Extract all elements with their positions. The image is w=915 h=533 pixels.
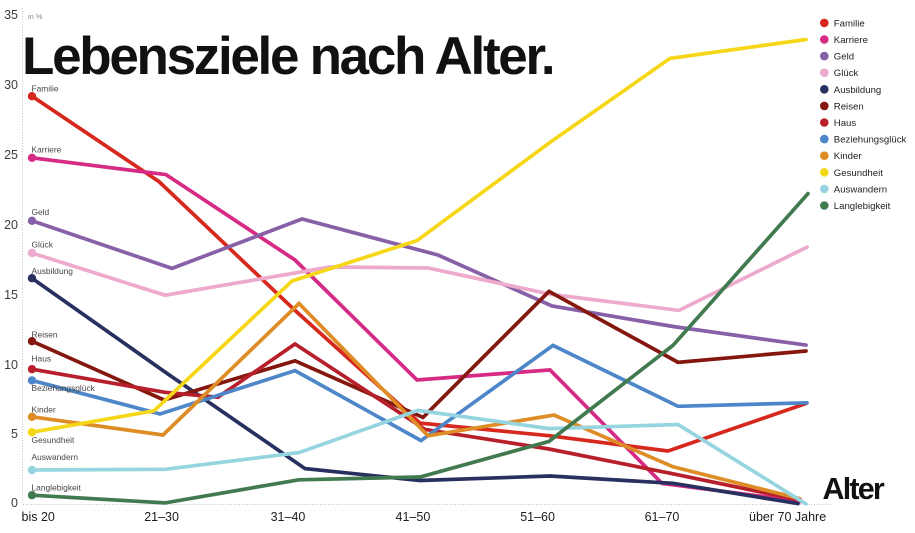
svg-text:Geld: Geld <box>32 207 50 217</box>
svg-text:30: 30 <box>4 78 18 92</box>
svg-text:31–40: 31–40 <box>271 510 306 524</box>
svg-text:Glück: Glück <box>32 240 54 250</box>
svg-text:41–50: 41–50 <box>396 510 431 524</box>
svg-text:10: 10 <box>4 358 18 372</box>
svg-text:Ausbildung: Ausbildung <box>32 266 74 276</box>
svg-text:0: 0 <box>11 496 18 510</box>
svg-text:Beziehungsglück: Beziehungsglück <box>32 383 96 393</box>
svg-text:Lebensziele nach Alter.: Lebensziele nach Alter. <box>22 27 553 86</box>
svg-text:51–60: 51–60 <box>520 510 555 524</box>
svg-text:Beziehungsglück: Beziehungsglück <box>834 135 907 146</box>
svg-text:61–70: 61–70 <box>645 510 680 524</box>
svg-text:Alter: Alter <box>823 472 885 506</box>
svg-text:Auswandern: Auswandern <box>834 184 887 195</box>
svg-text:Reisen: Reisen <box>834 101 864 112</box>
svg-text:21–30: 21–30 <box>144 510 179 524</box>
svg-text:Haus: Haus <box>32 354 52 364</box>
svg-text:bis 20: bis 20 <box>22 510 55 524</box>
svg-text:Ausbildung: Ausbildung <box>834 85 881 96</box>
svg-text:Geld: Geld <box>834 52 854 63</box>
svg-text:25: 25 <box>4 148 18 162</box>
svg-text:Familie: Familie <box>32 84 59 94</box>
svg-text:Auswandern: Auswandern <box>32 452 79 462</box>
svg-text:35: 35 <box>4 8 18 22</box>
svg-text:20: 20 <box>4 218 18 232</box>
svg-text:Reisen: Reisen <box>32 330 58 340</box>
svg-text:in %: in % <box>28 12 43 21</box>
svg-text:5: 5 <box>11 427 18 441</box>
svg-text:Langlebigkeit: Langlebigkeit <box>32 483 82 493</box>
svg-text:15: 15 <box>4 288 18 302</box>
svg-text:Gesundheit: Gesundheit <box>32 435 76 445</box>
svg-text:Karriere: Karriere <box>32 145 62 155</box>
svg-text:Kinder: Kinder <box>834 151 863 162</box>
svg-text:Gesundheit: Gesundheit <box>834 168 883 179</box>
svg-text:über 70 Jahre: über 70 Jahre <box>749 510 826 524</box>
svg-text:Glück: Glück <box>834 68 859 79</box>
svg-text:Familie: Familie <box>834 18 865 29</box>
svg-text:Karriere: Karriere <box>834 35 868 46</box>
svg-text:Haus: Haus <box>834 118 857 129</box>
svg-text:Kinder: Kinder <box>32 405 56 415</box>
svg-text:Langlebigkeit: Langlebigkeit <box>834 201 891 212</box>
